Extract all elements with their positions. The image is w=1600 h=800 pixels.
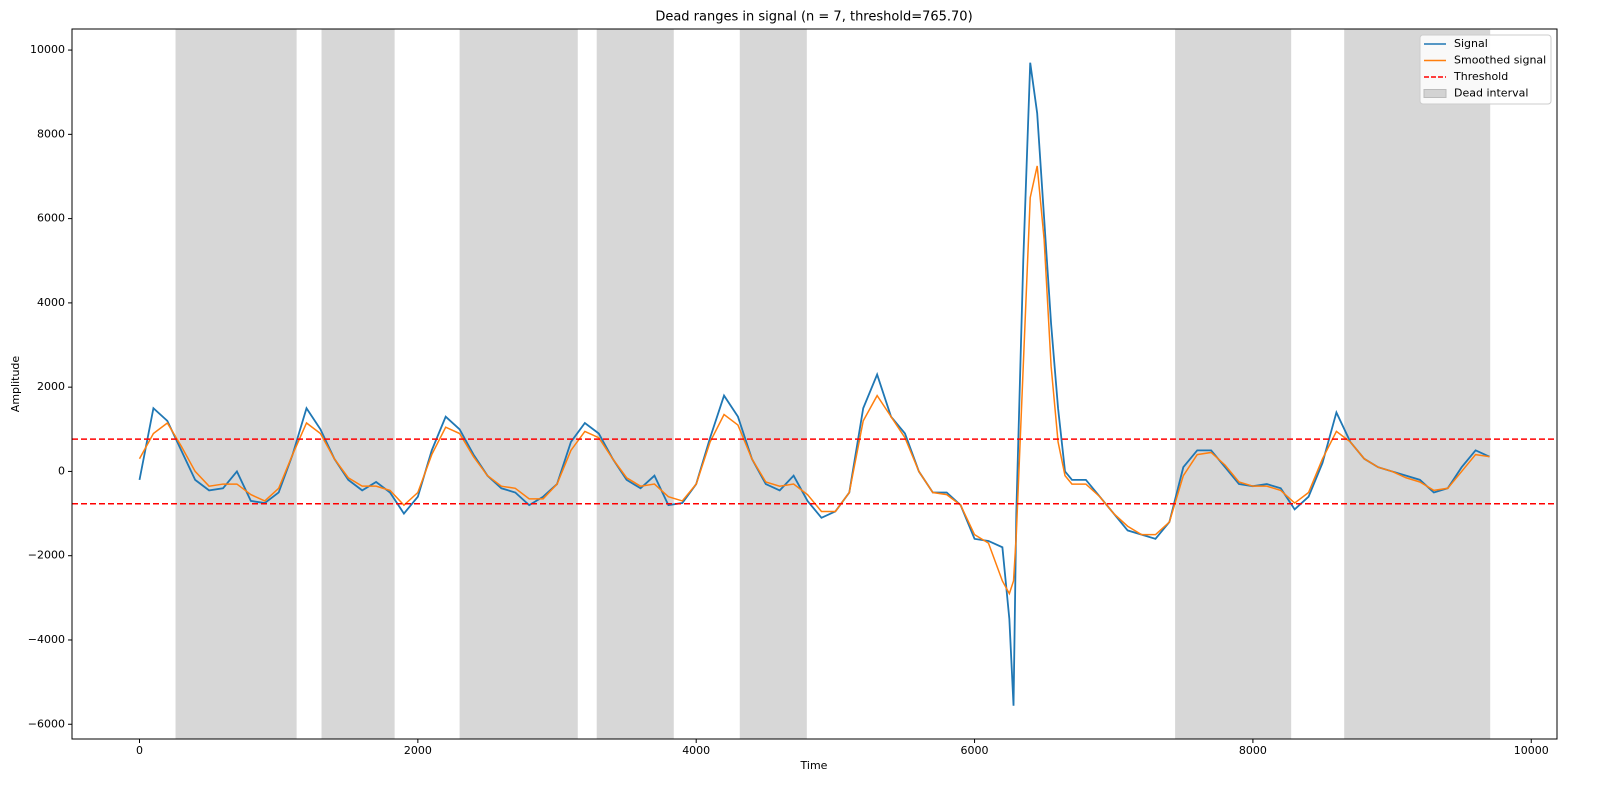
dead-interval	[596, 29, 674, 739]
y-tick-label: −4000	[28, 633, 65, 646]
legend-label: Signal	[1454, 37, 1488, 50]
dead-interval	[739, 29, 807, 739]
x-tick-label: 2000	[404, 744, 432, 757]
y-tick-label: 0	[58, 464, 65, 477]
y-tick-label: 4000	[37, 296, 65, 309]
y-tick-label: −2000	[28, 549, 65, 562]
y-tick-label: 10000	[30, 43, 65, 56]
x-tick-label: 4000	[682, 744, 710, 757]
y-axis-label: Amplitude	[9, 356, 22, 413]
legend-label: Smoothed signal	[1454, 54, 1546, 67]
chart-title: Dead ranges in signal (n = 7, threshold=…	[655, 10, 972, 25]
y-tick-label: 6000	[37, 212, 65, 225]
y-tick-label: 2000	[37, 380, 65, 393]
x-axis-label: Time	[800, 759, 828, 772]
x-tick-label: 0	[136, 744, 143, 757]
plot-frame	[71, 28, 1558, 740]
dead-interval	[1344, 29, 1491, 739]
y-tick-label: 8000	[37, 127, 65, 140]
dead-interval	[1175, 29, 1292, 739]
legend-label: Threshold	[1453, 70, 1508, 83]
legend-box	[1419, 34, 1552, 105]
x-tick-label: 10000	[1514, 744, 1549, 757]
x-tick-label: 8000	[1239, 744, 1267, 757]
dead-interval	[321, 29, 395, 739]
dead-interval	[459, 29, 578, 739]
series-line	[138, 165, 1490, 596]
y-tick-label: −6000	[28, 717, 65, 730]
legend-label: Dead interval	[1454, 87, 1528, 100]
x-tick-label: 6000	[961, 744, 989, 757]
legend-swatch	[1423, 89, 1447, 98]
dead-interval	[175, 29, 297, 739]
